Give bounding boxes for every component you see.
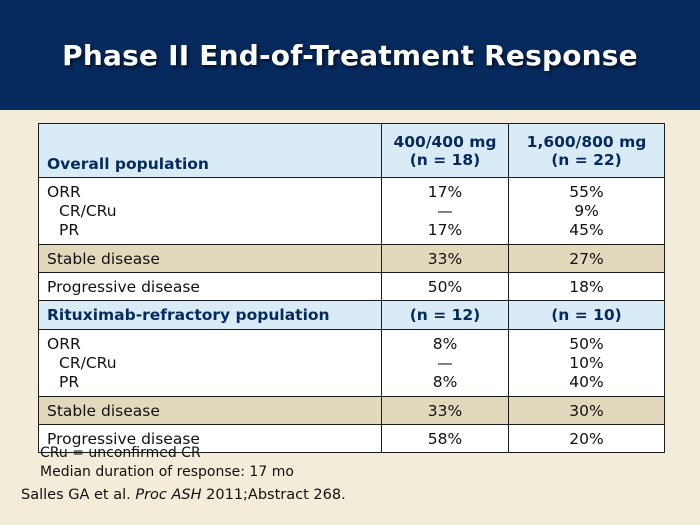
- cell-value: 8%: [432, 372, 458, 391]
- cell-value: 20%: [508, 424, 665, 453]
- citation: Salles GA et al. Proc ASH 2011;Abstract …: [21, 487, 346, 503]
- cell-value: 33%: [381, 244, 509, 273]
- refractory-orr-col2: 50% 10% 40%: [508, 329, 665, 397]
- cell-value: 50%: [381, 272, 509, 301]
- cell-value: —: [437, 353, 453, 372]
- cell-value: 45%: [569, 220, 604, 239]
- row-label: Progressive disease: [38, 424, 382, 453]
- cell-value: 9%: [574, 201, 599, 220]
- table-row-overall-stable: Stable disease 33% 27%: [38, 244, 665, 273]
- citation-authors: Salles GA et al.: [21, 487, 131, 503]
- row-label: PR: [59, 372, 80, 391]
- cell-value: 8%: [432, 334, 458, 353]
- table-row-refractory-progressive: Progressive disease 58% 20%: [38, 424, 665, 453]
- cell-value: 33%: [381, 396, 509, 425]
- footnote-cru: CRu = unconfirmed CR: [40, 445, 201, 461]
- table-header-row: Overall population 400/400 mg (n = 18) 1…: [38, 123, 665, 178]
- row-label: CR/CRu: [59, 201, 117, 220]
- cell-value: —: [437, 201, 453, 220]
- refractory-orr-col1: 8% — 8%: [381, 329, 509, 397]
- table-subheader-refractory: Rituximab-refractory population (n = 12)…: [38, 300, 665, 330]
- column-header-400-n: (n = 18): [409, 150, 481, 169]
- cell-value: 18%: [508, 272, 665, 301]
- column-header-400: 400/400 mg (n = 18): [381, 123, 509, 178]
- cell-value: 58%: [381, 424, 509, 453]
- column-header-1600-n: (n = 22): [551, 150, 622, 169]
- refractory-n-col2: (n = 10): [508, 300, 665, 330]
- refractory-orr-labels: ORR CR/CRu PR: [38, 329, 382, 397]
- title-bar: Phase II End-of-Treatment Response: [0, 0, 700, 110]
- cell-value: 40%: [569, 372, 604, 391]
- table-row-overall-orr: ORR CR/CRu PR 17% — 17% 55% 9% 45%: [38, 177, 665, 245]
- row-label: CR/CRu: [59, 353, 117, 372]
- row-label: Stable disease: [38, 396, 382, 425]
- overall-population-label: Overall population: [38, 123, 382, 178]
- cell-value: 55%: [569, 182, 604, 201]
- column-header-1600-dose: 1,600/800 mg: [526, 132, 647, 151]
- row-label: PR: [59, 220, 80, 239]
- footnotes: CRu = unconfirmed CR Median duration of …: [40, 444, 294, 482]
- table-row-refractory-stable: Stable disease 33% 30%: [38, 396, 665, 425]
- overall-orr-col1: 17% — 17%: [381, 177, 509, 245]
- footnote-duration: Median duration of response: 17 mo: [40, 464, 294, 480]
- overall-orr-labels: ORR CR/CRu PR: [38, 177, 382, 245]
- refractory-n-col1: (n = 12): [381, 300, 509, 330]
- cell-value: 50%: [569, 334, 604, 353]
- cell-value: 17%: [427, 182, 463, 201]
- row-label: ORR: [47, 182, 81, 201]
- column-header-1600: 1,600/800 mg (n = 22): [508, 123, 665, 178]
- cell-value: 17%: [427, 220, 463, 239]
- cell-value: 27%: [508, 244, 665, 273]
- row-label: Progressive disease: [38, 272, 382, 301]
- row-label: Stable disease: [38, 244, 382, 273]
- table-row-refractory-orr: ORR CR/CRu PR 8% — 8% 50% 10% 40%: [38, 329, 665, 397]
- cell-value: 30%: [508, 396, 665, 425]
- citation-journal: Proc ASH: [135, 487, 202, 503]
- column-header-400-dose: 400/400 mg: [393, 132, 497, 151]
- cell-value: 10%: [569, 353, 604, 372]
- row-label: ORR: [47, 334, 81, 353]
- slide-title: Phase II End-of-Treatment Response: [62, 38, 638, 72]
- overall-orr-col2: 55% 9% 45%: [508, 177, 665, 245]
- refractory-population-label: Rituximab-refractory population: [38, 300, 382, 330]
- citation-detail: 2011;Abstract 268.: [206, 487, 346, 503]
- response-table: Overall population 400/400 mg (n = 18) 1…: [38, 123, 665, 453]
- table-row-overall-progressive: Progressive disease 50% 18%: [38, 272, 665, 301]
